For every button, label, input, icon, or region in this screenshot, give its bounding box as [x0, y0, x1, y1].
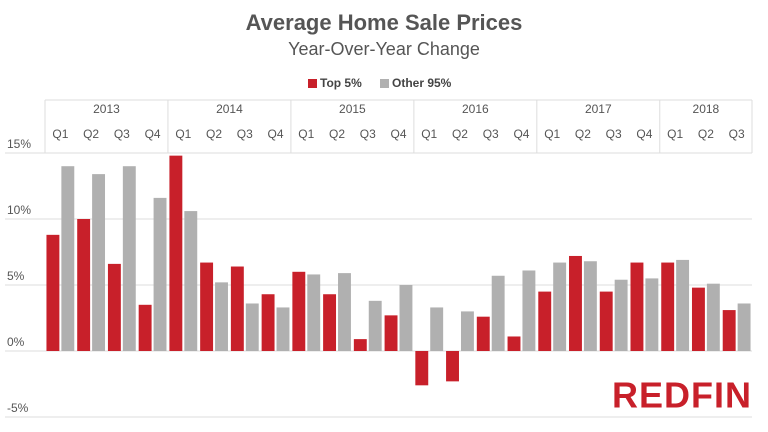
bar [200, 262, 214, 351]
x-tick-label: Q3 [237, 127, 253, 141]
x-tick-label: Q3 [483, 127, 499, 141]
bar [107, 263, 121, 351]
bar [92, 174, 106, 351]
bar [522, 270, 536, 351]
x-tick-label: Q2 [329, 127, 345, 141]
bar [399, 285, 413, 351]
bar [661, 262, 675, 351]
x-tick-label: Q2 [206, 127, 222, 141]
x-tick-label: Q1 [175, 127, 191, 141]
bar [353, 339, 367, 351]
bar [323, 294, 337, 351]
chart-title: Average Home Sale Prices [246, 10, 523, 35]
bar [446, 351, 459, 382]
y-tick-label: 15% [7, 137, 31, 151]
bar [430, 307, 444, 351]
legend-swatch [308, 79, 317, 88]
bar [583, 261, 597, 351]
x-tick-label: Q1 [52, 127, 68, 141]
bar [614, 279, 628, 351]
year-label: 2015 [339, 102, 366, 116]
x-tick-label: Q1 [667, 127, 683, 141]
year-label: 2013 [93, 102, 120, 116]
bar [169, 155, 183, 351]
y-tick-label: 5% [7, 269, 25, 283]
bar [153, 197, 167, 351]
x-tick-label: Q2 [452, 127, 468, 141]
bar [415, 351, 429, 386]
bar [230, 266, 244, 351]
bar [77, 219, 91, 351]
bar [507, 336, 521, 351]
bar [46, 234, 60, 351]
bar [276, 307, 290, 351]
bar [368, 300, 382, 351]
bar [184, 211, 198, 351]
bar [491, 275, 505, 351]
year-label: 2014 [216, 102, 243, 116]
bar [676, 259, 690, 351]
legend-label: Top 5% [320, 76, 362, 90]
bar [307, 274, 321, 351]
bar [384, 315, 398, 351]
bar [538, 291, 552, 351]
x-tick-label: Q2 [83, 127, 99, 141]
x-tick-label: Q4 [636, 127, 652, 141]
bar [599, 291, 613, 351]
x-tick-label: Q3 [360, 127, 376, 141]
x-tick-label: Q4 [390, 127, 406, 141]
bar [553, 262, 567, 351]
y-tick-label: -5% [7, 401, 29, 415]
x-tick-label: Q4 [268, 127, 284, 141]
bar [122, 166, 136, 351]
x-tick-label: Q1 [298, 127, 314, 141]
y-tick-label: 0% [7, 335, 25, 349]
x-tick-label: Q4 [145, 127, 161, 141]
bar [706, 283, 720, 351]
bar [338, 273, 351, 351]
bar [569, 255, 582, 351]
bar [245, 303, 259, 351]
bar [261, 294, 275, 351]
legend-swatch [380, 79, 389, 88]
bar [630, 262, 644, 351]
year-label: 2018 [693, 102, 720, 116]
x-tick-label: Q3 [729, 127, 745, 141]
bar [138, 304, 152, 351]
x-tick-label: Q2 [575, 127, 591, 141]
logo: REDFIN [612, 375, 752, 416]
legend-label: Other 95% [392, 76, 452, 90]
x-tick-label: Q3 [606, 127, 622, 141]
bar [61, 166, 75, 351]
bar [476, 316, 490, 351]
y-tick-label: 10% [7, 203, 31, 217]
year-label: 2016 [462, 102, 489, 116]
x-tick-label: Q3 [114, 127, 130, 141]
bar [722, 310, 736, 351]
x-tick-label: Q1 [421, 127, 437, 141]
x-tick-label: Q1 [544, 127, 560, 141]
bar [691, 287, 705, 351]
bar [292, 271, 306, 351]
bar [737, 303, 751, 351]
bar [215, 282, 228, 351]
year-label: 2017 [585, 102, 612, 116]
bar [460, 311, 474, 351]
bar [645, 278, 659, 351]
x-tick-label: Q2 [698, 127, 714, 141]
x-tick-label: Q4 [513, 127, 529, 141]
chart-subtitle: Year-Over-Year Change [288, 39, 480, 59]
